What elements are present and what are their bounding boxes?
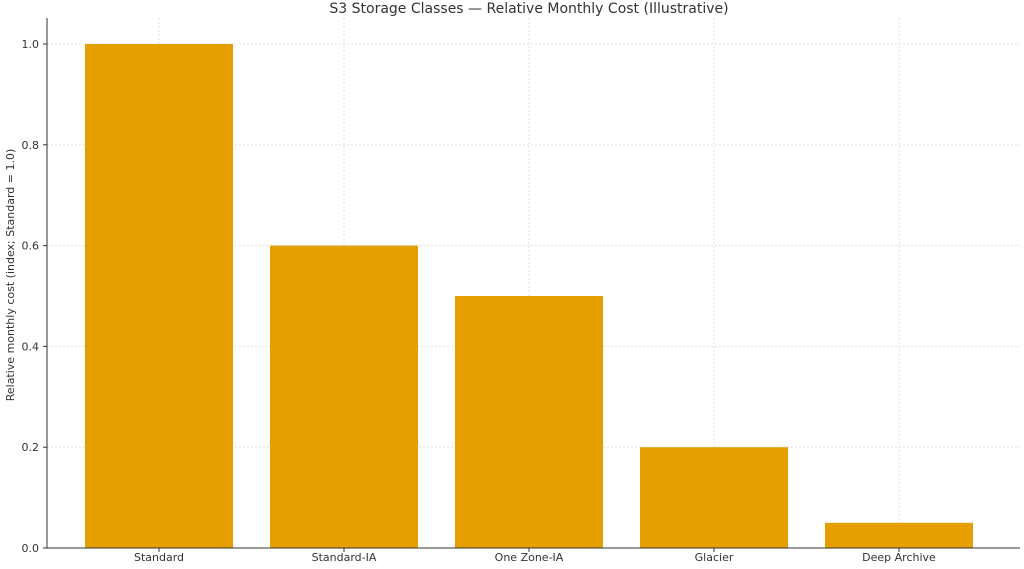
- bar-deep-archive: [825, 522, 973, 548]
- y-tick-label: 0.8: [22, 139, 40, 152]
- y-ticks: 0.0 0.2 0.4 0.6 0.8 1.0: [22, 38, 47, 555]
- bar-standard-ia: [270, 245, 418, 548]
- y-axis-label: Relative monthly cost (index; Standard =…: [4, 149, 17, 402]
- chart-title: S3 Storage Classes — Relative Monthly Co…: [329, 1, 728, 17]
- x-tick-label: One Zone-IA: [495, 551, 564, 564]
- y-tick-label: 0.2: [22, 441, 40, 454]
- x-tick-label: Standard: [134, 551, 184, 564]
- x-tick-label: Deep Archive: [862, 551, 936, 564]
- bar-standard: [85, 44, 233, 548]
- axes: [46, 18, 1020, 549]
- y-tick-label: 0.6: [22, 240, 40, 253]
- x-ticks: Standard Standard-IA One Zone-IA Glacier Dee…: [134, 548, 936, 564]
- x-tick-label: Glacier: [695, 551, 734, 564]
- bars: [85, 44, 973, 548]
- bar-glacier: [640, 447, 788, 548]
- x-tick-label: Standard-IA: [312, 551, 377, 564]
- y-tick-label: 1.0: [22, 38, 40, 51]
- y-tick-label: 0.4: [22, 340, 40, 353]
- y-tick-label: 0.0: [22, 542, 40, 555]
- bar-one-zone-ia: [455, 296, 603, 548]
